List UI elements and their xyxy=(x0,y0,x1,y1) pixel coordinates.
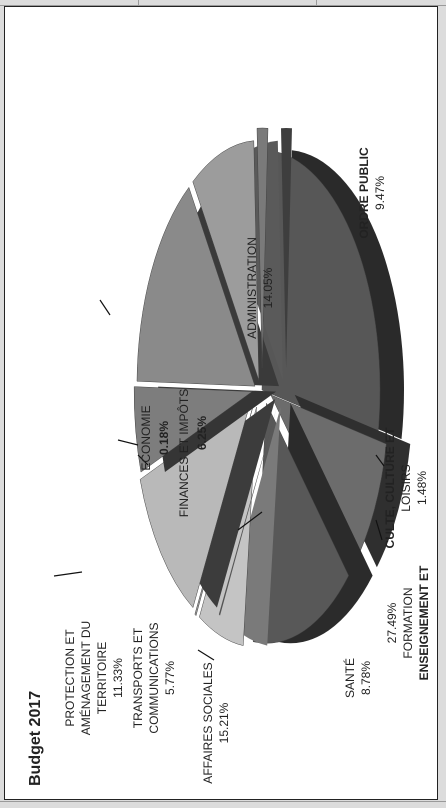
label-ordre: ORDRE PUBLIC xyxy=(357,147,371,239)
pie-slice xyxy=(261,150,381,440)
gridline xyxy=(138,0,139,6)
leader-line xyxy=(117,439,139,446)
label-ens-line2: FORMATION xyxy=(401,587,415,658)
label-prot-line2: AMÉNAGEMENT DU xyxy=(78,621,93,735)
label-ens-line1: ENSEIGNEMENT ET xyxy=(417,565,431,680)
label-trans-line2: COMMUNICATIONS xyxy=(147,622,161,733)
gridline xyxy=(0,5,446,6)
leader-line xyxy=(237,511,263,531)
label-aff: AFFAIRES SOCIALES xyxy=(201,662,215,783)
pie-slice xyxy=(192,140,260,381)
pie-slice xyxy=(136,186,256,387)
pie-slice-side xyxy=(218,405,278,616)
leader-line xyxy=(197,649,215,661)
pct-culte: 1.48% xyxy=(415,471,429,505)
leader-line xyxy=(375,519,383,541)
label-sante: SANTÉ xyxy=(342,658,357,698)
pct-trans: 5.77% xyxy=(163,661,177,695)
gridline xyxy=(0,801,446,802)
pct-ordre: 9.47% xyxy=(373,176,387,210)
pie-slice xyxy=(256,127,269,369)
pct-prot: 11.33% xyxy=(111,658,125,698)
label-fin: FINANCES ET IMPÔTS xyxy=(176,389,191,517)
label-prot-line3: TERRITOIRE xyxy=(95,642,109,714)
label-layer: Budget 2017 ENSEIGNEMENT ET FORMATION 27… xyxy=(27,147,431,786)
label-prot-line1: PROTECTION ET xyxy=(63,629,77,727)
pct-ens: 27.49% xyxy=(385,602,399,643)
leader-lines xyxy=(53,299,385,661)
pct-fin: 6.25% xyxy=(195,416,209,450)
gridline xyxy=(316,0,317,6)
leader-line xyxy=(375,454,385,467)
chart-title: Budget 2017 xyxy=(27,691,44,786)
pct-sante: 8.78% xyxy=(359,661,373,695)
label-culte-line2: LOISIRS xyxy=(399,464,413,511)
pie-slice xyxy=(139,398,252,609)
pie-slice xyxy=(133,386,253,473)
label-culte-line1: CULTE, CULTURE ET xyxy=(383,427,397,549)
label-eco: ECONOMIE xyxy=(139,405,153,470)
pie-slices xyxy=(133,127,411,646)
leader-line xyxy=(137,454,149,466)
pct-aff: 15.21% xyxy=(217,702,231,743)
label-admin: ADMINISTRATION xyxy=(245,237,259,339)
leader-line xyxy=(99,299,111,316)
label-trans-line1: TRANSPORTS ET xyxy=(131,627,145,728)
leader-line xyxy=(53,571,83,577)
pct-eco: 0.18% xyxy=(157,421,171,455)
pie-slice-side xyxy=(281,128,292,369)
pct-admin: 14.05% xyxy=(261,267,275,308)
